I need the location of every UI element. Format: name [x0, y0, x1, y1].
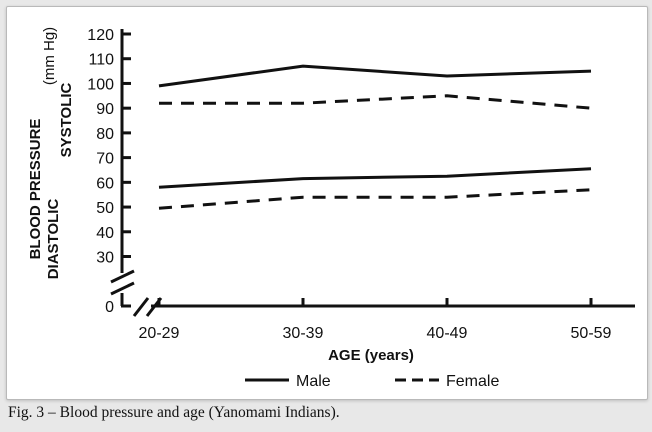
y-tick-label: 40 [96, 225, 114, 242]
y-tick-label: 70 [96, 151, 114, 168]
y-tick-label: 100 [87, 76, 114, 93]
x-tick-label: 30-39 [283, 325, 324, 342]
y-axis-break-mark [110, 281, 135, 296]
series-line-diastolic-male [158, 167, 592, 189]
y-axis-label-diastolic: DIASTOLIC [45, 199, 62, 280]
y-axis-label-unit: (mm Hg) [41, 27, 58, 85]
y-axis-label-outer: BLOOD PRESSURE [27, 119, 44, 260]
y-tick-label: 50 [96, 200, 114, 217]
legend-label-male: Male [296, 373, 331, 390]
y-axis-break-mark [110, 269, 135, 284]
legend-label-female: Female [446, 373, 499, 390]
y-tick-label: 0 [105, 299, 114, 316]
x-axis-break-mark [132, 297, 150, 317]
y-tick-label: 60 [96, 175, 114, 192]
y-tick-label: 110 [88, 52, 114, 69]
y-tick-label: 30 [96, 250, 114, 267]
series-line-systolic-male [158, 64, 592, 88]
y-tick-label: 90 [96, 101, 114, 118]
figure-panel: BLOOD PRESSURE DIASTOLIC SYSTOLIC (mm Hg… [6, 6, 648, 400]
legend: Male Female [245, 373, 499, 390]
x-tick-label: 50-59 [571, 325, 612, 342]
y-axis-label-systolic: SYSTOLIC [58, 82, 75, 157]
series-line-diastolic-female [158, 188, 592, 210]
series-line-systolic-female [159, 94, 592, 110]
x-tick-label: 40-49 [427, 325, 468, 342]
figure-caption: Fig. 3 – Blood pressure and age (Yanomam… [8, 404, 340, 421]
bp-age-chart: BLOOD PRESSURE DIASTOLIC SYSTOLIC (mm Hg… [27, 27, 635, 390]
y-tick-label: 80 [96, 126, 114, 143]
x-axis-label: AGE (years) [328, 347, 414, 364]
x-tick-label: 20-29 [139, 325, 180, 342]
y-tick-label: 120 [87, 27, 114, 44]
